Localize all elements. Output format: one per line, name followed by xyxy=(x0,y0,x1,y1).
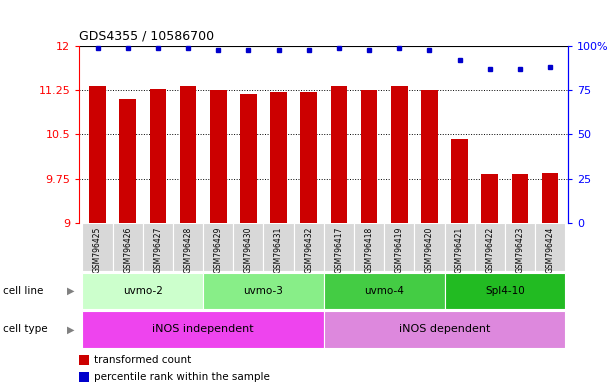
Text: GSM796429: GSM796429 xyxy=(214,227,223,273)
Bar xyxy=(203,223,233,271)
Text: iNOS dependent: iNOS dependent xyxy=(399,324,490,334)
Bar xyxy=(240,94,257,223)
Bar xyxy=(119,99,136,223)
Text: GSM796430: GSM796430 xyxy=(244,227,253,273)
Bar xyxy=(421,89,437,223)
Text: Spl4-10: Spl4-10 xyxy=(485,286,525,296)
Bar xyxy=(210,90,227,223)
Text: GSM796420: GSM796420 xyxy=(425,227,434,273)
Text: ▶: ▶ xyxy=(67,324,74,334)
Bar xyxy=(82,273,203,309)
Bar xyxy=(324,223,354,271)
Bar xyxy=(294,223,324,271)
Bar xyxy=(481,174,498,223)
Bar xyxy=(452,139,468,223)
Bar xyxy=(150,89,166,223)
Bar xyxy=(82,311,324,348)
Text: iNOS independent: iNOS independent xyxy=(152,324,254,334)
Text: percentile rank within the sample: percentile rank within the sample xyxy=(94,372,270,382)
Bar xyxy=(391,86,408,223)
Bar xyxy=(445,273,565,309)
Text: uvmo-2: uvmo-2 xyxy=(123,286,163,296)
Text: GSM796425: GSM796425 xyxy=(93,227,102,273)
Bar xyxy=(505,223,535,271)
Text: cell line: cell line xyxy=(3,286,43,296)
Bar xyxy=(535,223,565,271)
Bar xyxy=(360,90,378,223)
Bar xyxy=(79,355,89,365)
Bar xyxy=(79,372,89,382)
Text: GSM796431: GSM796431 xyxy=(274,227,283,273)
Bar xyxy=(180,86,196,223)
Bar xyxy=(414,223,445,271)
Bar xyxy=(270,92,287,223)
Text: GSM796428: GSM796428 xyxy=(183,227,192,273)
Bar xyxy=(233,223,263,271)
Bar xyxy=(324,311,565,348)
Text: GSM796432: GSM796432 xyxy=(304,227,313,273)
Text: GSM796417: GSM796417 xyxy=(334,227,343,273)
Bar xyxy=(384,223,414,271)
Bar xyxy=(112,223,143,271)
Text: GSM796419: GSM796419 xyxy=(395,227,404,273)
Text: GSM796424: GSM796424 xyxy=(546,227,555,273)
Text: cell type: cell type xyxy=(3,324,48,334)
Text: GSM796427: GSM796427 xyxy=(153,227,163,273)
Text: GSM796422: GSM796422 xyxy=(485,227,494,273)
Text: GSM796421: GSM796421 xyxy=(455,227,464,273)
Text: transformed count: transformed count xyxy=(94,355,191,365)
Bar xyxy=(89,86,106,223)
Text: GSM796418: GSM796418 xyxy=(365,227,373,273)
Bar xyxy=(542,173,558,223)
Text: GSM796423: GSM796423 xyxy=(516,227,524,273)
Text: uvmo-4: uvmo-4 xyxy=(364,286,404,296)
Text: uvmo-3: uvmo-3 xyxy=(244,286,284,296)
Bar xyxy=(475,223,505,271)
Bar xyxy=(203,273,324,309)
Bar xyxy=(511,174,529,223)
Bar xyxy=(173,223,203,271)
Bar xyxy=(263,223,294,271)
Text: GDS4355 / 10586700: GDS4355 / 10586700 xyxy=(79,29,214,42)
Text: GSM796426: GSM796426 xyxy=(123,227,132,273)
Text: ▶: ▶ xyxy=(67,286,74,296)
Bar xyxy=(354,223,384,271)
Bar xyxy=(324,273,445,309)
Bar xyxy=(82,223,112,271)
Bar xyxy=(331,86,347,223)
Bar xyxy=(445,223,475,271)
Bar xyxy=(143,223,173,271)
Bar xyxy=(301,92,317,223)
